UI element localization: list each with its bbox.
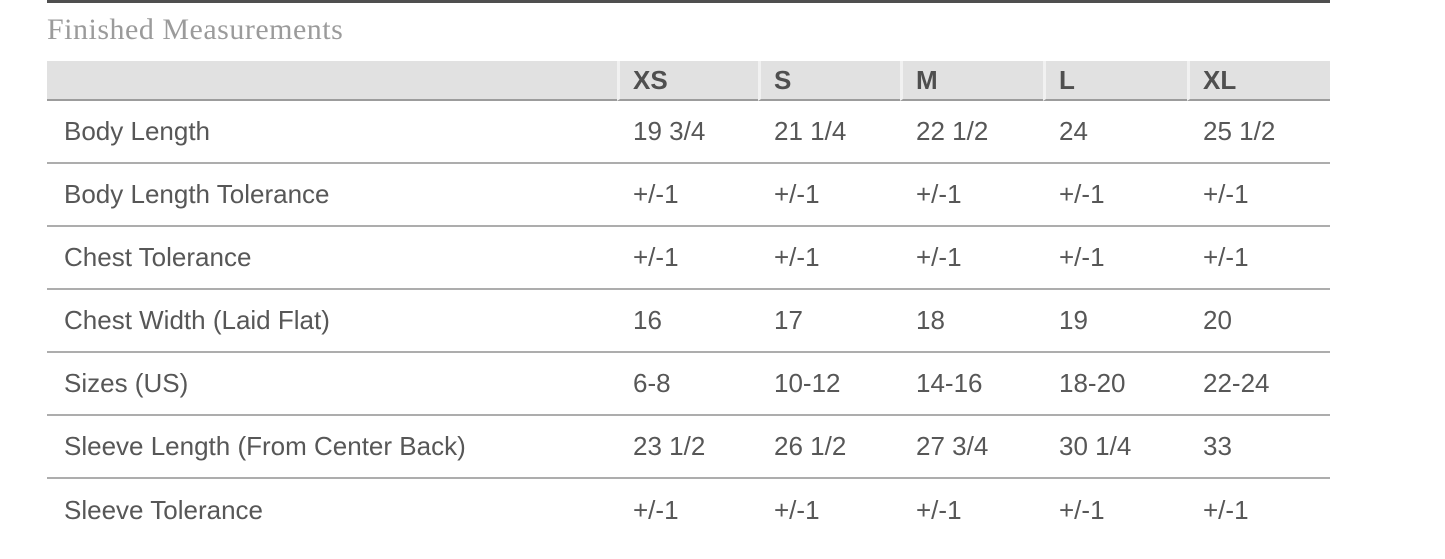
header-row: XS S M L XL — [47, 61, 1330, 101]
row-label: Sleeve Tolerance — [47, 479, 617, 542]
measurement-cell: 23 1/2 — [617, 416, 758, 479]
measurement-cell: 26 1/2 — [758, 416, 900, 479]
measurement-cell: 16 — [617, 290, 758, 353]
measurement-cell: 19 — [1043, 290, 1187, 353]
measurement-cell: +/-1 — [1187, 227, 1330, 290]
measurement-cell: +/-1 — [617, 227, 758, 290]
row-label: Chest Tolerance — [47, 227, 617, 290]
measurement-cell: 20 — [1187, 290, 1330, 353]
measurement-cell: 27 3/4 — [900, 416, 1043, 479]
measurement-cell: 24 — [1043, 101, 1187, 164]
header-empty-cell — [47, 61, 617, 101]
column-header-l: L — [1043, 61, 1187, 101]
row-label: Sleeve Length (From Center Back) — [47, 416, 617, 479]
measurement-cell: +/-1 — [1043, 227, 1187, 290]
measurement-cell: +/-1 — [900, 227, 1043, 290]
row-label: Body Length Tolerance — [47, 164, 617, 227]
column-header-s: S — [758, 61, 900, 101]
measurement-cell: 17 — [758, 290, 900, 353]
measurement-cell: +/-1 — [758, 479, 900, 542]
measurement-cell: 10-12 — [758, 353, 900, 416]
measurement-cell: 14-16 — [900, 353, 1043, 416]
measurement-cell: 22-24 — [1187, 353, 1330, 416]
table-row-body-length: Body Length 19 3/4 21 1/4 22 1/2 24 25 1… — [47, 101, 1330, 164]
table-row-body-length-tolerance: Body Length Tolerance +/-1 +/-1 +/-1 +/-… — [47, 164, 1330, 227]
measurement-cell: +/-1 — [758, 227, 900, 290]
measurement-cell: 18-20 — [1043, 353, 1187, 416]
top-divider — [47, 0, 1330, 3]
measurement-cell: +/-1 — [1187, 164, 1330, 227]
size-chart-table: XS S M L XL Body Length 19 3/4 21 1/4 22… — [47, 61, 1330, 542]
row-label: Sizes (US) — [47, 353, 617, 416]
measurement-cell: 33 — [1187, 416, 1330, 479]
measurement-cell: 21 1/4 — [758, 101, 900, 164]
measurement-cell: +/-1 — [1187, 479, 1330, 542]
measurement-cell: +/-1 — [1043, 164, 1187, 227]
measurement-cell: +/-1 — [900, 479, 1043, 542]
table-row-sleeve-tolerance: Sleeve Tolerance +/-1 +/-1 +/-1 +/-1 +/-… — [47, 479, 1330, 542]
table-row-sizes-us: Sizes (US) 6-8 10-12 14-16 18-20 22-24 — [47, 353, 1330, 416]
table-row-chest-tolerance: Chest Tolerance +/-1 +/-1 +/-1 +/-1 +/-1 — [47, 227, 1330, 290]
measurement-cell: 18 — [900, 290, 1043, 353]
measurement-cell: 25 1/2 — [1187, 101, 1330, 164]
column-header-m: M — [900, 61, 1043, 101]
row-label: Body Length — [47, 101, 617, 164]
measurement-cell: 19 3/4 — [617, 101, 758, 164]
measurement-cell: 22 1/2 — [900, 101, 1043, 164]
measurement-cell: +/-1 — [617, 479, 758, 542]
page-title: Finished Measurements — [47, 13, 344, 46]
measurement-cell: +/-1 — [758, 164, 900, 227]
row-label: Chest Width (Laid Flat) — [47, 290, 617, 353]
measurement-cell: +/-1 — [617, 164, 758, 227]
table-row-chest-width: Chest Width (Laid Flat) 16 17 18 19 20 — [47, 290, 1330, 353]
column-header-xl: XL — [1187, 61, 1330, 101]
measurement-cell: 6-8 — [617, 353, 758, 416]
column-header-xs: XS — [617, 61, 758, 101]
measurement-cell: +/-1 — [1043, 479, 1187, 542]
table-row-sleeve-length: Sleeve Length (From Center Back) 23 1/2 … — [47, 416, 1330, 479]
measurement-cell: +/-1 — [900, 164, 1043, 227]
measurement-cell: 30 1/4 — [1043, 416, 1187, 479]
